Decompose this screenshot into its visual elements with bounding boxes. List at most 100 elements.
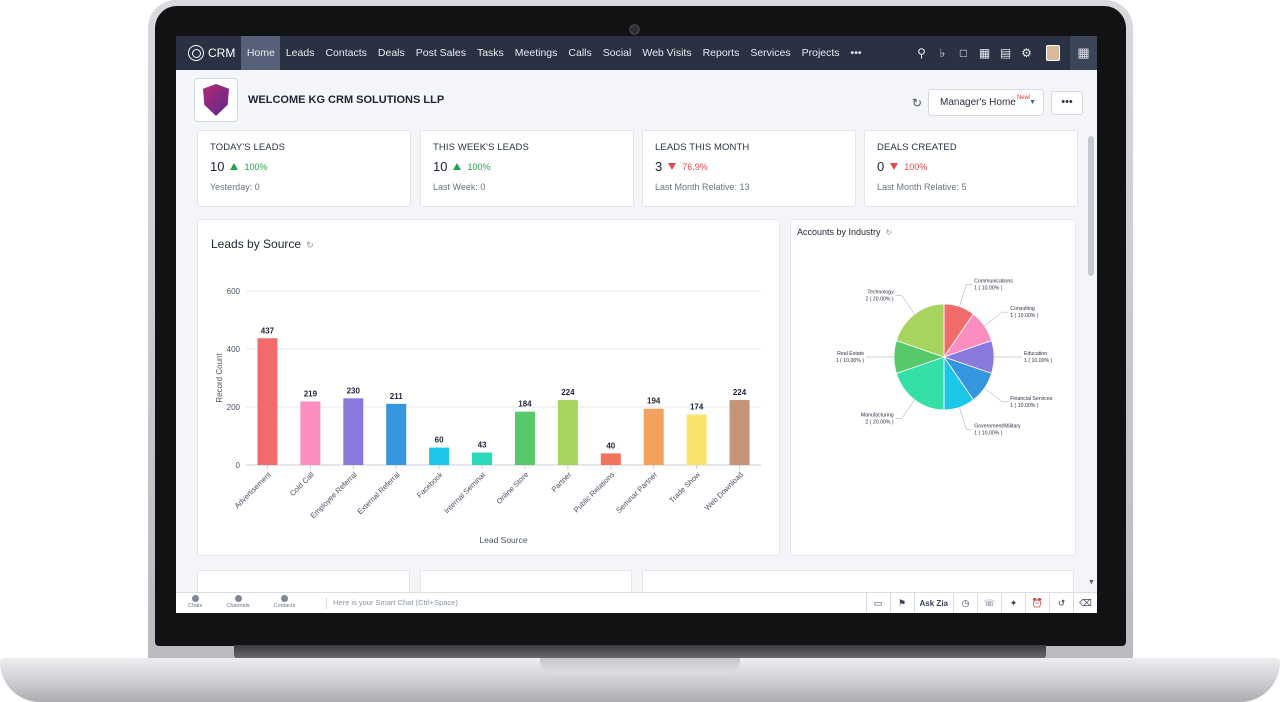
- nav-tab[interactable]: Reports: [702, 47, 740, 59]
- trash-icon[interactable]: ⌫: [1073, 593, 1097, 613]
- zia-icon[interactable]: ✦: [1001, 593, 1025, 613]
- kpi-title: THIS WEEK'S LEADS: [433, 142, 529, 153]
- bar[interactable]: [729, 400, 750, 465]
- chat-icon: [191, 595, 199, 602]
- contacts-button[interactable]: Contacts: [274, 595, 295, 609]
- user-avatar[interactable]: [1046, 45, 1060, 61]
- nav-tab[interactable]: Tasks: [476, 47, 504, 59]
- nav-tab[interactable]: Services: [750, 47, 791, 59]
- new-record-icon[interactable]: □: [959, 46, 968, 60]
- chevron-down-icon: ▼: [1029, 99, 1036, 106]
- kpi-comparison: Last Week: 0: [433, 182, 486, 192]
- bar[interactable]: [472, 452, 493, 465]
- nav-tab[interactable]: Social: [602, 47, 632, 59]
- status-bar-right: ▭ ⚑ Ask Zia ◷ ☏ ✦ ⏰ ↺ ⌫: [865, 593, 1097, 613]
- pie-label: Government/Military: [974, 424, 1021, 430]
- pie-label: Consulting: [1010, 306, 1035, 312]
- calendar-icon[interactable]: ▦: [978, 46, 991, 60]
- bar[interactable]: [257, 338, 278, 465]
- nav-tab[interactable]: Contacts: [325, 47, 367, 59]
- x-tick-label: Trade Show: [667, 470, 702, 505]
- bar[interactable]: [300, 401, 321, 465]
- pie-label: Real Estate: [837, 351, 864, 357]
- crm-logo[interactable]: CRM: [176, 36, 241, 70]
- kpi-card[interactable]: DEALS CREATED 0 100% Last Month Relative: 5: [864, 130, 1078, 207]
- history-icon[interactable]: ↺: [1049, 593, 1073, 613]
- nav-tab[interactable]: Meetings: [514, 47, 558, 59]
- smart-chat-input[interactable]: Here is your Smart Chat (Ctrl+Space): [326, 597, 458, 609]
- crm-logo-icon: [188, 45, 204, 61]
- screen-share-icon[interactable]: ▭: [865, 593, 890, 613]
- kpi-card[interactable]: LEADS THIS MONTH 3 76.9% Last Month Relativ…: [642, 130, 856, 207]
- nav-tab[interactable]: Calls: [568, 47, 592, 59]
- bar[interactable]: [643, 408, 664, 465]
- more-options-button[interactable]: •••: [1051, 91, 1083, 115]
- kpi-comparison: Last Month Relative: 5: [877, 182, 967, 192]
- pie-slice[interactable]: [895, 303, 945, 358]
- marketplace-icon[interactable]: ▤: [999, 46, 1012, 60]
- ask-zia-button[interactable]: Ask Zia: [913, 593, 953, 613]
- nav-tab[interactable]: Web Visits: [642, 47, 692, 59]
- alarm-icon[interactable]: ⏰: [1025, 593, 1049, 613]
- channels-button[interactable]: Channels: [226, 595, 250, 609]
- refresh-chart-icon[interactable]: ↻: [306, 240, 314, 250]
- home-view-select[interactable]: Manager's Home New! ▼: [928, 89, 1044, 116]
- kpi-row: 10 100%: [210, 159, 398, 174]
- bar[interactable]: [343, 398, 364, 465]
- chats-button[interactable]: Chats: [188, 595, 202, 609]
- calls-icon[interactable]: ☏: [977, 593, 1001, 613]
- nav-tab[interactable]: Post Sales: [415, 47, 466, 59]
- bar[interactable]: [557, 400, 578, 465]
- bar-value-label: 43: [478, 441, 487, 450]
- kpi-row: 3 76.9%: [655, 159, 843, 174]
- activity-icon[interactable]: ◷: [953, 593, 977, 613]
- channels-icon: [234, 595, 242, 602]
- kpi-card[interactable]: TODAY'S LEADS 10 100% Yesterday: 0: [197, 130, 411, 207]
- settings-icon[interactable]: ⚙: [1021, 46, 1032, 60]
- pie-leader-line: [895, 399, 915, 419]
- kpi-comparison: Yesterday: 0: [210, 182, 260, 192]
- bar-value-label: 437: [261, 326, 275, 335]
- x-tick-label: Partner: [550, 470, 574, 494]
- bar-value-label: 219: [304, 389, 318, 398]
- shield-logo-icon: [203, 84, 229, 116]
- bar[interactable]: [514, 411, 535, 465]
- bar-value-label: 224: [561, 388, 575, 397]
- x-tick-label: Cold Call: [288, 470, 316, 498]
- welcome-title: WELCOME KG CRM SOLUTIONS LLP: [248, 94, 445, 106]
- announcement-icon[interactable]: ⚑: [889, 593, 914, 613]
- nav-tab[interactable]: Home: [241, 36, 281, 70]
- bar-value-label: 224: [733, 388, 747, 397]
- kpi-card[interactable]: THIS WEEK'S LEADS 10 100% Last Week: 0: [420, 130, 634, 207]
- scroll-down-icon[interactable]: ▼: [1088, 579, 1095, 586]
- pie-slice[interactable]: [895, 356, 945, 411]
- pie-label: Technology: [867, 289, 894, 295]
- nav-tab[interactable]: Deals: [377, 47, 405, 59]
- pie-value-label: 1 ( 10.00% ): [836, 358, 865, 364]
- pie-value-label: 2 ( 20.00% ): [865, 420, 894, 426]
- scrollbar[interactable]: [1088, 136, 1094, 276]
- refresh-pie-icon[interactable]: ↻: [885, 228, 893, 237]
- nav-tab[interactable]: Projects: [801, 47, 840, 59]
- pie-value-label: 1 ( 10.00% ): [974, 285, 1003, 291]
- bell-icon[interactable]: ♭: [939, 46, 946, 60]
- pie-value-label: 1 ( 10.00% ): [1024, 358, 1053, 364]
- nav-tabs: Home Leads Contacts Deals Post Sales Tasks Mee…: [241, 36, 867, 70]
- bar[interactable]: [386, 403, 407, 465]
- accounts-by-industry-title: Accounts by Industry ↻: [797, 227, 892, 237]
- bar[interactable]: [600, 453, 621, 465]
- nav-tab[interactable]: Leads: [285, 47, 315, 59]
- x-tick-label: Internal Seminar: [442, 470, 488, 516]
- bar-value-label: 194: [647, 397, 661, 406]
- pie-value-label: 1 ( 10.00% ): [1010, 313, 1039, 319]
- nav-tab[interactable]: •••: [850, 47, 862, 59]
- leads-by-source-title-text: Leads by Source: [211, 237, 302, 251]
- bar[interactable]: [686, 414, 707, 465]
- bar[interactable]: [429, 447, 450, 465]
- apps-grid-icon[interactable]: ▦: [1070, 36, 1097, 70]
- pie-label: Education: [1024, 351, 1047, 357]
- x-tick-label: Seminar Partner: [614, 470, 659, 515]
- trend-up-icon: [230, 163, 239, 170]
- search-icon[interactable]: ⚲: [917, 46, 926, 60]
- refresh-icon[interactable]: ↻: [912, 96, 923, 110]
